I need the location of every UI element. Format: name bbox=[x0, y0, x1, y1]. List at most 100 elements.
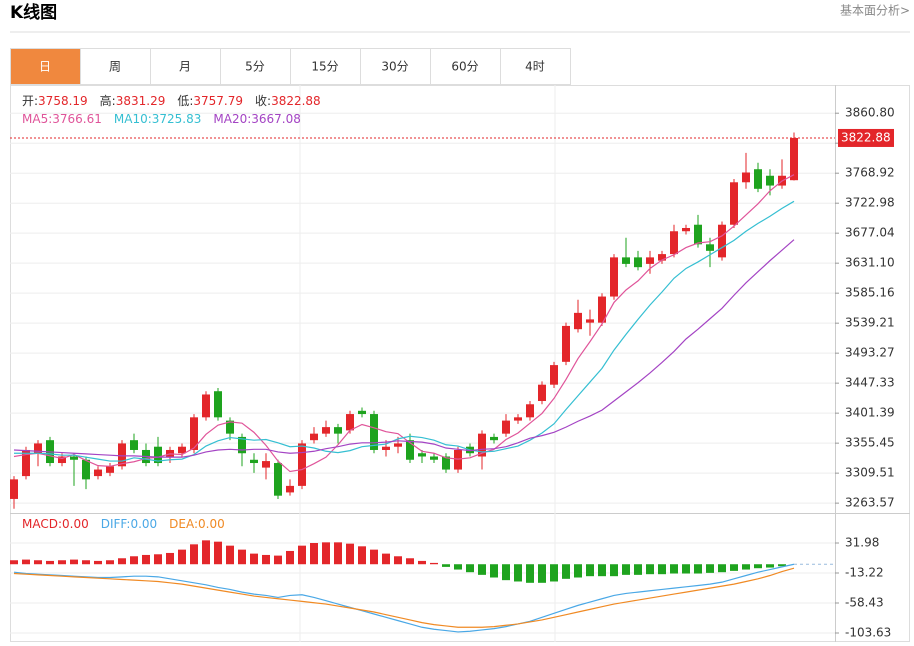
analysis-link[interactable]: 基本面分析> bbox=[840, 4, 910, 18]
macd-bar bbox=[34, 560, 42, 565]
macd-bar bbox=[598, 564, 606, 577]
tab-label[interactable]: 月 bbox=[179, 60, 191, 74]
tab[interactable] bbox=[150, 48, 221, 85]
macd-bar bbox=[610, 564, 618, 577]
legend-name: MA5: bbox=[22, 112, 52, 126]
macd-bar bbox=[454, 564, 462, 570]
legend-name: DIFF: bbox=[101, 517, 131, 531]
tab[interactable] bbox=[10, 48, 81, 85]
tab[interactable] bbox=[430, 48, 501, 85]
legend-value: 3831.29 bbox=[116, 94, 166, 108]
macd-bar bbox=[370, 549, 378, 565]
tab-label[interactable]: 60分 bbox=[451, 60, 478, 74]
macd-bar bbox=[46, 560, 54, 565]
tab-label[interactable]: 4时 bbox=[525, 60, 545, 74]
macd-bar bbox=[142, 554, 150, 565]
legend: MA5:3766.61 MA10:3725.83 MA20:3667.08 bbox=[22, 112, 301, 126]
macd-bar bbox=[646, 564, 654, 575]
macd-bar bbox=[670, 564, 678, 574]
macd-bar bbox=[574, 564, 582, 578]
macd-bar bbox=[562, 564, 570, 579]
y-tick-label: 3447.33 bbox=[845, 376, 895, 390]
macd-bar bbox=[226, 545, 234, 565]
legend-value: 3725.83 bbox=[152, 112, 202, 126]
legend-value: 3822.88 bbox=[271, 94, 321, 108]
candle-body bbox=[70, 456, 78, 460]
candle-body bbox=[322, 427, 330, 434]
candle-body bbox=[394, 443, 402, 447]
legend-value: 0.00 bbox=[130, 517, 157, 531]
macd-bar bbox=[94, 560, 102, 565]
legend-name: 开: bbox=[22, 94, 38, 108]
current-price-label: 3822.88 bbox=[841, 130, 891, 144]
legend-name: 收: bbox=[255, 94, 271, 108]
tab-label[interactable]: 5分 bbox=[245, 60, 265, 74]
macd-bar bbox=[190, 544, 198, 565]
candle-body bbox=[550, 365, 558, 385]
macd-bar bbox=[238, 549, 246, 565]
candle-body bbox=[82, 459, 90, 480]
macd-bar bbox=[10, 560, 18, 565]
tab-label[interactable]: 日 bbox=[39, 60, 51, 74]
legend-value: 3757.79 bbox=[193, 94, 243, 108]
macd-bar bbox=[178, 549, 186, 565]
candle-body bbox=[298, 443, 306, 486]
tab-label[interactable]: 15分 bbox=[311, 60, 338, 74]
candle-body bbox=[502, 420, 510, 434]
y2-tick-label: -13.22 bbox=[845, 566, 884, 580]
candle-body bbox=[562, 325, 570, 362]
candle-body bbox=[418, 453, 426, 457]
candle-body bbox=[754, 169, 762, 189]
tab[interactable] bbox=[290, 48, 361, 85]
y-tick-label: 3401.39 bbox=[845, 406, 895, 420]
tab-label[interactable]: 30分 bbox=[381, 60, 408, 74]
tab[interactable] bbox=[500, 48, 571, 85]
candle-body bbox=[694, 224, 702, 245]
candle-body bbox=[310, 433, 318, 441]
candle-body bbox=[646, 257, 654, 264]
macd-bar bbox=[778, 564, 786, 567]
tab[interactable] bbox=[80, 48, 151, 85]
macd-bar bbox=[514, 564, 522, 582]
macd-bar bbox=[586, 564, 594, 577]
page-title: K线图 bbox=[10, 2, 57, 23]
macd-bar bbox=[106, 560, 114, 565]
legend-name: DEA: bbox=[169, 517, 198, 531]
candle-body bbox=[382, 446, 390, 450]
candle-body bbox=[238, 436, 246, 454]
macd-bar bbox=[82, 560, 90, 565]
candle-body bbox=[682, 227, 690, 232]
tab-label[interactable]: 周 bbox=[109, 60, 121, 74]
macd-bar bbox=[334, 542, 342, 565]
macd-bar bbox=[130, 556, 138, 565]
macd-line bbox=[13, 563, 795, 633]
macd-bar bbox=[214, 541, 222, 565]
y2-tick-label: -103.63 bbox=[845, 625, 891, 639]
candle-body bbox=[226, 420, 234, 434]
candle-body bbox=[202, 394, 210, 418]
ma-line bbox=[14, 200, 795, 462]
macd-bar bbox=[430, 562, 438, 565]
legend-value: 3766.61 bbox=[52, 112, 102, 126]
candle-body bbox=[454, 449, 462, 470]
candle-body bbox=[514, 417, 522, 421]
candle-body bbox=[166, 449, 174, 457]
y-tick-label: 3585.16 bbox=[845, 286, 895, 300]
y-tick-label: 3722.98 bbox=[845, 196, 895, 210]
candle-body bbox=[286, 485, 294, 493]
tab[interactable] bbox=[360, 48, 431, 85]
candle-body bbox=[214, 391, 222, 418]
candle-body bbox=[634, 257, 642, 268]
current-price-tag bbox=[838, 128, 894, 147]
candle-body bbox=[718, 224, 726, 258]
y-tick-label: 3768.92 bbox=[845, 166, 895, 180]
macd-bar bbox=[358, 546, 366, 565]
candle-body bbox=[154, 446, 162, 464]
candle-body bbox=[730, 182, 738, 225]
ma-line bbox=[13, 239, 795, 458]
macd-bar bbox=[118, 558, 126, 565]
macd-bar bbox=[274, 555, 282, 565]
y2-tick-label: 31.98 bbox=[845, 536, 879, 550]
candle-body bbox=[334, 427, 342, 434]
legend-value: 3758.19 bbox=[38, 94, 88, 108]
